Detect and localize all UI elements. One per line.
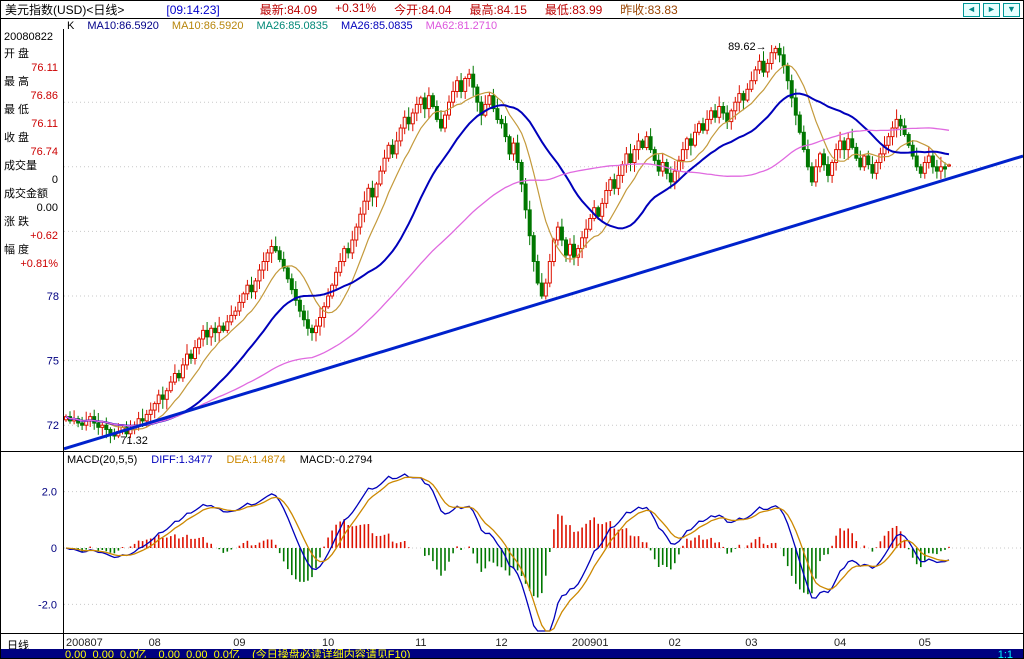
quote-info-panel: 20080822 开 盘 76.11 最 高 76.86 最 低 76.11 收 盘 76.7… [2, 31, 62, 271]
scroll-left-button[interactable]: ◄ [963, 3, 980, 17]
svg-text:2.0: 2.0 [42, 487, 57, 499]
titlebar-buttons: ◄ ► ▼ [963, 3, 1020, 17]
field-value: +0.81% [20, 258, 58, 270]
ma-indicator-row: K MA10:86.5920 MA10:86.5920 MA26:85.0835 MA2… [67, 20, 497, 32]
quote-fields: 开 盘 76.11 最 高 76.86 最 低 76.11 收 盘 76.74 成交量 0 成交金额… [2, 47, 62, 271]
open-price: 今开:84.04 [394, 3, 452, 17]
macd-value: MACD:-0.2794 [299, 454, 373, 466]
svg-text:10: 10 [322, 637, 334, 649]
svg-text:78: 78 [47, 291, 59, 303]
field-value: 76.11 [31, 62, 58, 74]
ma62-value: MA62:81.2710 [425, 20, 498, 32]
field-label: 最 低 [4, 104, 30, 116]
svg-text:-2.0: -2.0 [38, 599, 57, 611]
svg-text:72: 72 [47, 420, 59, 432]
field-label: 涨 跌 [4, 216, 30, 228]
instrument-title: 美元指数(USD)<日线> [5, 3, 125, 17]
last-price: 最新:84.09 [259, 3, 318, 17]
svg-text:02: 02 [669, 637, 681, 649]
scroll-right-button[interactable]: ► [983, 3, 1000, 17]
ma26-value-1: MA26:85.0835 [256, 20, 329, 32]
macd-params: MACD(20,5,5) [67, 454, 138, 466]
high-price: 最高:84.15 [469, 3, 527, 17]
status-zoom-ratio: 1:1 [997, 649, 1013, 659]
field-value: 76.86 [30, 90, 58, 102]
macd-indicator-row: MACD(20,5,5) DIFF:1.3477 DEA:1.4874 MACD:-0… [67, 454, 373, 466]
title-bar: 美元指数(USD)<日线> [09:14:23] 最新:84.09 +0.31% 今… [1, 1, 1023, 19]
field-value: 0.00 [36, 202, 58, 214]
panel-separator [1, 451, 1023, 452]
field-label: 幅 度 [4, 244, 30, 256]
svg-text:12: 12 [495, 637, 507, 649]
diff-value: DIFF:1.3477 [151, 454, 213, 466]
field-value: +0.62 [30, 230, 58, 242]
left-gutter-divider [63, 29, 64, 649]
change-percent: +0.31% [335, 1, 377, 15]
field-value: 76.11 [31, 118, 58, 130]
status-text: 0.00 0.00 0.0亿 0.00 0.00 0.0亿 (今日操盘必读详细内… [65, 649, 411, 659]
restore-button[interactable]: ▼ [1003, 3, 1020, 17]
svg-text:200807: 200807 [66, 637, 103, 649]
field-label: 开 盘 [4, 48, 30, 60]
ma10-value-2: MA10:86.5920 [171, 20, 244, 32]
svg-text:03: 03 [745, 637, 757, 649]
axis-separator [1, 633, 1023, 634]
ma26-value-2: MA26:85.0835 [341, 20, 413, 32]
svg-text:11: 11 [415, 637, 426, 649]
svg-text:09: 09 [233, 637, 245, 649]
quote-summary: 最新:84.09 +0.31% 今开:84.04 最高:84.15 最低:83.99 昨收… [260, 1, 678, 18]
svg-text:05: 05 [919, 637, 931, 649]
svg-text:200901: 200901 [572, 637, 609, 649]
svg-text:75: 75 [47, 356, 59, 368]
selected-date: 20080822 [4, 31, 53, 43]
field-label: 成交金额 [4, 188, 48, 200]
field-label: 收 盘 [4, 132, 30, 144]
status-bar: 0.00 0.00 0.0亿 0.00 0.00 0.0亿 (今日操盘必读详细内… [1, 649, 1023, 659]
svg-text:0: 0 [51, 543, 57, 555]
svg-text:71.32: 71.32 [120, 435, 148, 447]
low-price: 最低:83.99 [544, 3, 603, 17]
clock: [09:14:23] [166, 2, 220, 17]
k-label: K [67, 20, 75, 32]
dea-value: DEA:1.4874 [226, 454, 286, 466]
ma10-value-1: MA10:86.5920 [87, 20, 159, 32]
svg-text:89.62→: 89.62→ [728, 41, 767, 53]
svg-text:04: 04 [834, 637, 846, 649]
field-label: 成交量 [4, 160, 37, 172]
field-label: 最 高 [4, 76, 30, 88]
prev-close: 昨收:83.83 [620, 3, 678, 17]
field-value: 0 [51, 174, 58, 186]
field-value: 76.74 [30, 146, 58, 158]
svg-text:08: 08 [149, 637, 161, 649]
